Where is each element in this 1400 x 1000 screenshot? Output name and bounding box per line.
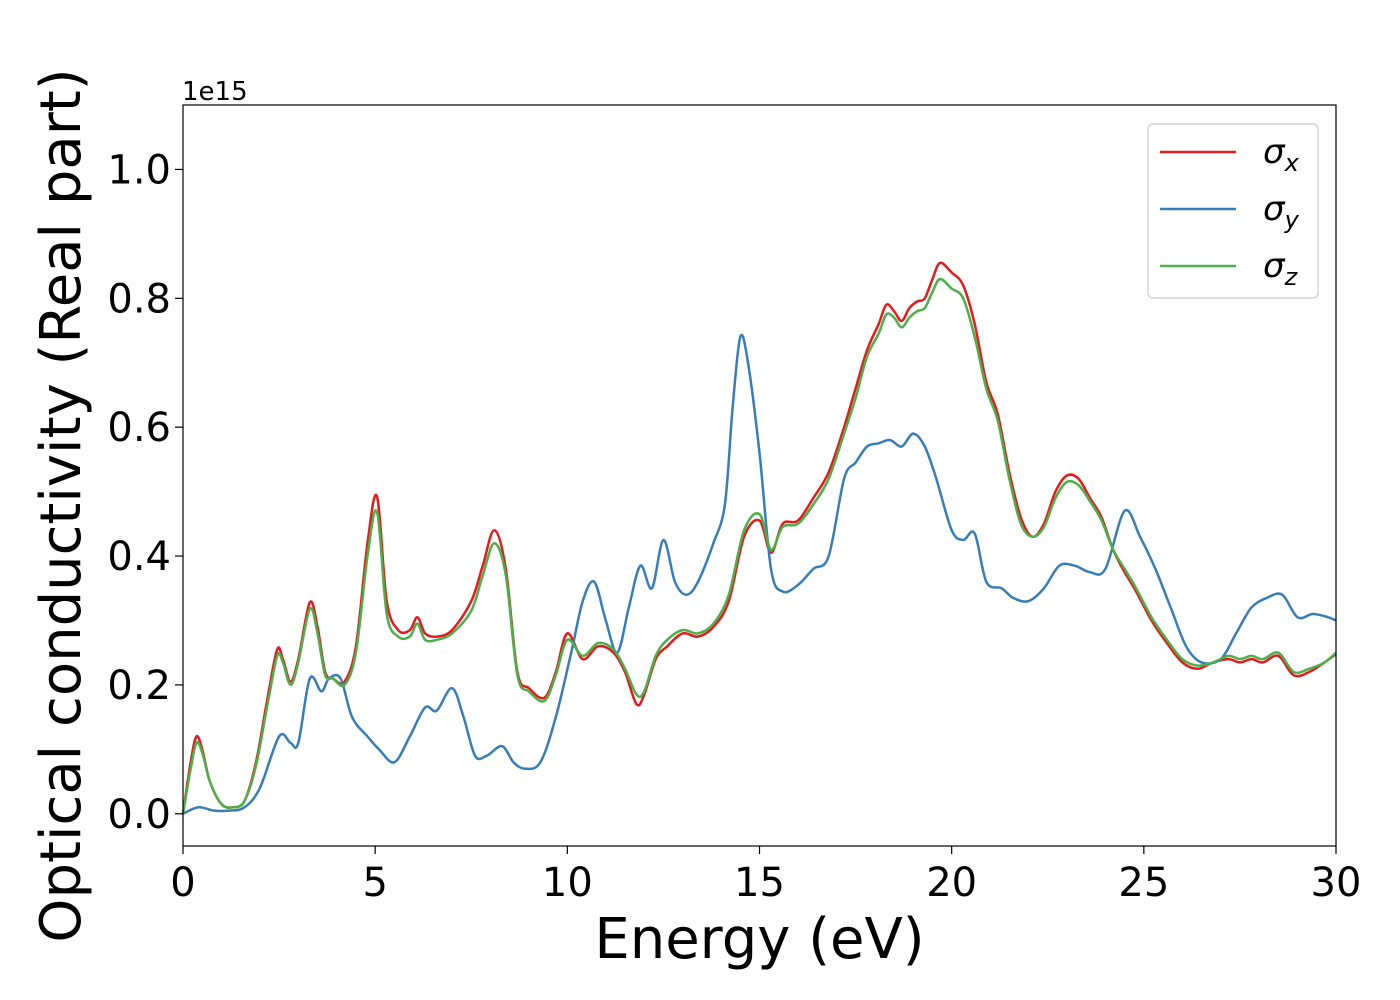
y-tick-label: 0.2	[107, 663, 171, 709]
legend-box	[1147, 123, 1319, 299]
y-axis: 0.0 0.2 0.4 0.6 0.8 1.0	[107, 147, 183, 838]
x-tick-label: 25	[1118, 860, 1169, 906]
series-line-z	[181, 277, 1337, 815]
y-tick-label: 0.8	[107, 276, 171, 322]
x-axis: 0 5 10 15 20 25 30	[170, 846, 1361, 906]
legend-label-x: σx	[1263, 132, 1300, 177]
x-tick-label: 30	[1311, 860, 1362, 906]
series-line-y	[182, 333, 1337, 815]
y-tick-label: 0.4	[107, 534, 171, 580]
y-tick-label: 0.0	[107, 792, 171, 838]
x-tick-label: 10	[542, 860, 593, 906]
y-axis-offset-label: 1e15	[182, 77, 248, 107]
y-tick-label: 0.6	[107, 405, 171, 451]
legend-label-y: σy	[1263, 189, 1300, 234]
legend: σx σy σz	[1147, 123, 1319, 299]
y-axis-title: Optical conductivity (Real part)	[29, 68, 94, 942]
x-tick-label: 0	[170, 860, 195, 906]
x-tick-label: 15	[734, 860, 785, 906]
legend-label-z: σz	[1263, 246, 1299, 291]
y-tick-label: 1.0	[107, 147, 171, 193]
x-tick-label: 20	[926, 860, 977, 906]
series-layer	[181, 261, 1337, 815]
x-tick-label: 5	[362, 860, 387, 906]
x-axis-title: Energy (eV)	[594, 907, 924, 972]
